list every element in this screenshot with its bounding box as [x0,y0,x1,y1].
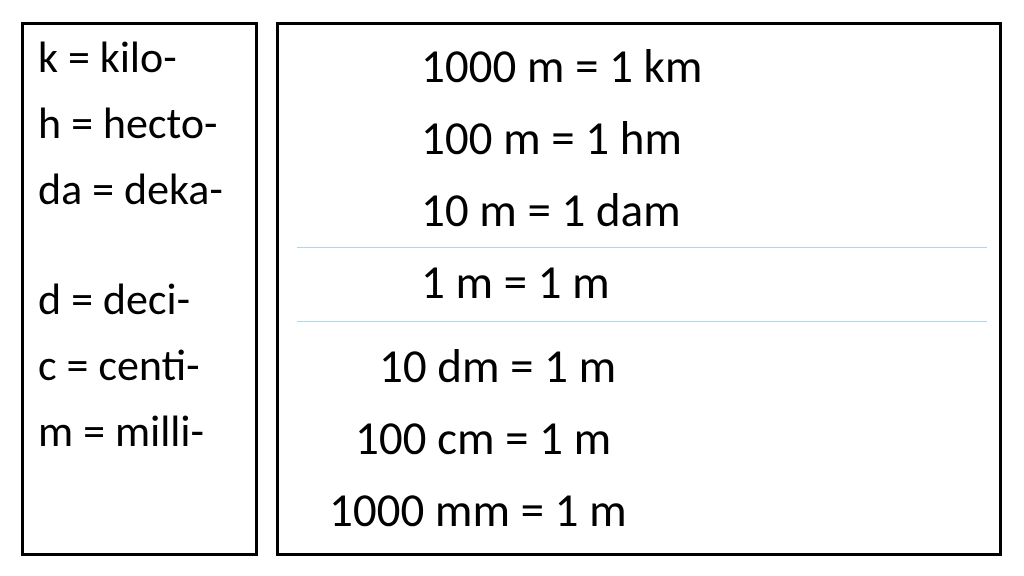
conversion-row: 1 m = 1 m [421,259,610,306]
conversion-row: 100 cm = 1 m [355,415,611,462]
conversion-row: 1000 mm = 1 m [329,487,627,534]
horizontal-rule [297,247,987,248]
page: k = kilo- h = hecto- da = deka- d = deci… [0,0,1024,576]
conversion-row: 1000 m = 1 km [421,43,702,90]
prefix-line: k = kilo- [38,35,255,79]
prefix-gap [38,233,255,277]
prefix-line: d = deci- [38,277,255,321]
prefix-line: da = deka- [38,167,255,211]
horizontal-rule [297,321,987,322]
conversion-box: 1000 m = 1 km 100 m = 1 hm 10 m = 1 dam 1 m… [276,22,1002,556]
conversion-row: 100 m = 1 hm [421,115,682,162]
prefix-line: c = centi- [38,343,255,387]
prefix-line: m = milli- [38,409,255,453]
conversion-row: 10 m = 1 dam [421,187,681,234]
conversion-row: 10 dm = 1 m [379,343,616,390]
prefix-line: h = hecto- [38,101,255,145]
prefix-box: k = kilo- h = hecto- da = deka- d = deci… [21,22,258,556]
